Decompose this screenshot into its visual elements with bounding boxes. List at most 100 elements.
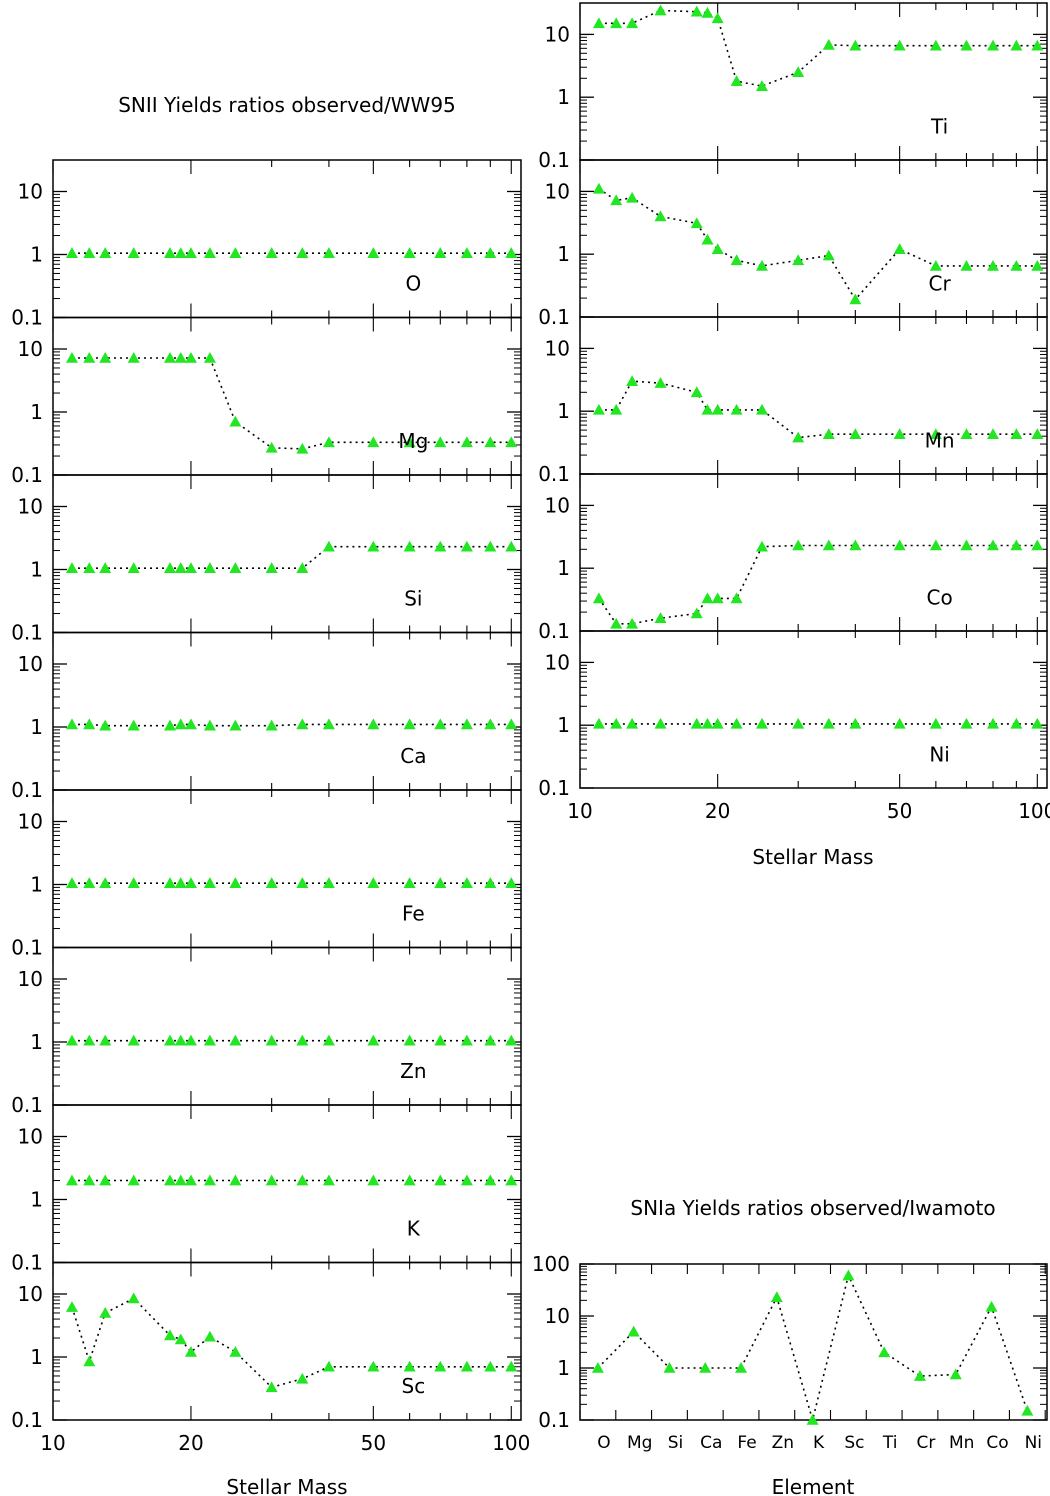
data-point xyxy=(460,1174,473,1186)
snia-data-point xyxy=(770,1291,783,1302)
data-point xyxy=(849,39,862,51)
panel-frame xyxy=(52,1104,522,1264)
data-point xyxy=(403,1360,416,1372)
data-point xyxy=(434,1174,447,1186)
data-point xyxy=(83,247,96,258)
panel-Cr: 0.1 1 10 Cr xyxy=(538,159,1048,329)
data-point xyxy=(403,877,416,888)
data-point xyxy=(296,718,309,730)
data-point xyxy=(701,6,714,18)
snia-category-label: Fe xyxy=(737,1433,756,1453)
data-point xyxy=(460,247,473,258)
series-line xyxy=(71,1297,512,1389)
xtick-label: 10 xyxy=(40,1431,65,1455)
data-point xyxy=(174,1333,187,1345)
data-point xyxy=(1010,428,1023,440)
data-point xyxy=(65,1174,78,1186)
data-point xyxy=(127,351,140,363)
panel-K: 0.1 1 10 K xyxy=(11,1104,522,1275)
data-point xyxy=(296,442,309,454)
data-point xyxy=(367,1174,380,1186)
xtick-label: 50 xyxy=(887,799,912,823)
data-point xyxy=(792,254,805,266)
element-label: Ti xyxy=(930,114,948,138)
data-point xyxy=(163,1329,176,1341)
data-point xyxy=(792,539,805,551)
data-point xyxy=(730,75,743,86)
data-point xyxy=(626,191,639,203)
panel-Fe: 0.1 1 10 Fe xyxy=(11,789,522,960)
snia-ytick-label: 100 xyxy=(532,1252,570,1276)
xtick-label: 100 xyxy=(1018,799,1050,823)
data-point xyxy=(1031,428,1044,440)
snia-data-point xyxy=(913,1370,926,1381)
data-point xyxy=(296,562,309,573)
data-point xyxy=(163,562,176,573)
data-point xyxy=(99,351,112,363)
series-line xyxy=(598,544,1038,625)
snia-category-label: Cr xyxy=(917,1433,936,1453)
data-point xyxy=(322,718,335,730)
data-point xyxy=(460,540,473,552)
snia-ytick-label: 10 xyxy=(545,1304,570,1328)
data-point xyxy=(265,441,278,453)
data-point xyxy=(484,877,497,888)
data-point xyxy=(184,1174,197,1186)
data-point xyxy=(505,1174,518,1186)
xtick-label: 50 xyxy=(361,1431,386,1455)
data-point xyxy=(484,540,497,552)
data-point xyxy=(711,403,724,415)
data-point xyxy=(434,718,447,730)
data-point xyxy=(610,717,623,729)
data-point xyxy=(610,403,623,415)
data-point xyxy=(83,1174,96,1186)
data-point xyxy=(822,539,835,551)
data-point xyxy=(484,1034,497,1046)
x-axis-labels: Stellar Mass Stellar Mass Element xyxy=(226,845,873,1496)
data-point xyxy=(127,1034,140,1046)
ytick-label: 0.1 xyxy=(538,619,570,643)
ytick-label: 1 xyxy=(557,713,570,737)
data-point xyxy=(296,1174,309,1186)
data-point xyxy=(460,1360,473,1372)
snia-ytick-label: 1 xyxy=(557,1356,570,1380)
panel-frame xyxy=(52,474,522,634)
data-point xyxy=(755,540,768,552)
data-point xyxy=(403,718,416,730)
data-point xyxy=(99,562,112,573)
ytick-label: 0.1 xyxy=(538,305,570,329)
data-point xyxy=(929,539,942,551)
data-point xyxy=(730,717,743,729)
data-point xyxy=(434,436,447,448)
data-point xyxy=(229,562,242,573)
data-point xyxy=(127,1292,140,1304)
data-point xyxy=(1010,259,1023,271)
data-point xyxy=(184,1034,197,1046)
ytick-label: 1 xyxy=(30,715,43,739)
data-point xyxy=(711,12,724,24)
data-point xyxy=(265,1174,278,1186)
data-point xyxy=(929,259,942,271)
panel-Zn: 0.1 1 10 Zn xyxy=(11,946,522,1117)
snia-data-point xyxy=(627,1325,640,1337)
data-point xyxy=(434,247,447,258)
ytick-label: 0.1 xyxy=(11,463,43,487)
panel-Mg: 0.1 1 10 Mg xyxy=(11,316,522,487)
panel-frame xyxy=(52,631,522,791)
xtick-label: 20 xyxy=(705,799,730,823)
data-point xyxy=(83,1034,96,1046)
panel-frame xyxy=(52,946,522,1106)
panel-Si: 0.1 1 10 Si xyxy=(11,474,522,645)
panel-frame xyxy=(579,630,1048,789)
ytick-label: 0.1 xyxy=(11,621,43,645)
data-point xyxy=(265,562,278,573)
ytick-label: 10 xyxy=(545,22,570,46)
data-point xyxy=(822,249,835,261)
data-point xyxy=(65,562,78,573)
snia-category-label: Ti xyxy=(882,1433,898,1453)
data-point xyxy=(174,1174,187,1186)
data-point xyxy=(822,428,835,440)
data-point xyxy=(184,1346,197,1357)
ytick-label: 0.1 xyxy=(11,1408,43,1432)
